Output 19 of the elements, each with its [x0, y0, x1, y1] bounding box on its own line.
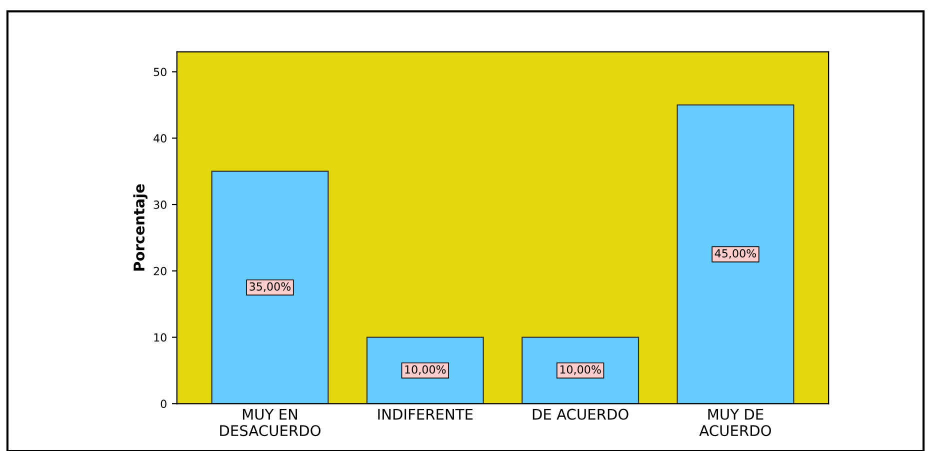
x-tick-label: MUY DE ACUERDO: [699, 408, 771, 436]
bar: [676, 104, 794, 404]
y-tick-label: 30: [154, 200, 166, 209]
y-tick-label: 40: [154, 134, 166, 143]
data-label: 10,00%: [405, 365, 446, 375]
x-tick-label: DE ACUERDO: [532, 408, 628, 420]
y-tick-label: 50: [154, 68, 166, 76]
data-label: 10,00%: [560, 365, 601, 375]
bar: [522, 336, 640, 404]
x-tick-label: MUY EN DESACUERDO: [220, 408, 320, 436]
data-label: 35,00%: [250, 282, 291, 292]
bar: [211, 170, 329, 404]
y-tick-label: 0: [160, 400, 166, 408]
y-tick-label: 20: [154, 266, 166, 276]
y-axis-title: Porcentaje: [133, 184, 148, 271]
bar: [366, 336, 484, 404]
data-label: 45,00%: [714, 249, 756, 259]
y-tick-label: 10: [154, 333, 166, 342]
x-tick-label: INDIFERENTE: [378, 408, 473, 420]
